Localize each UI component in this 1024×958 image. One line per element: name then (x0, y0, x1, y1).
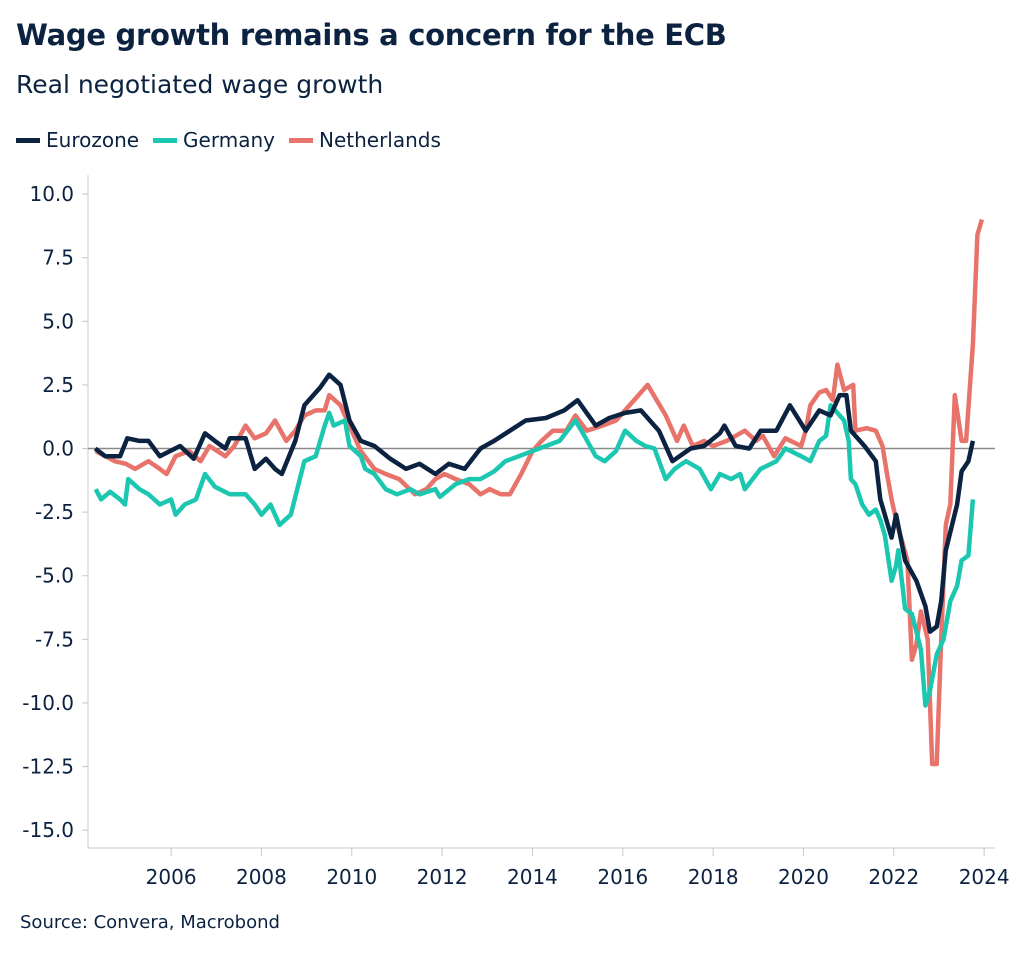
x-tick-label: 2010 (326, 865, 377, 889)
x-tick-label: 2018 (688, 865, 739, 889)
chart-title: Wage growth remains a concern for the EC… (16, 18, 727, 52)
y-tick-label: 10.0 (29, 182, 74, 206)
y-tick-label: -5.0 (35, 564, 74, 588)
x-tick-label: 2024 (959, 865, 1010, 889)
legend-label: Eurozone (46, 128, 140, 152)
legend-item-germany: Germany (153, 128, 275, 152)
y-tick-label: -2.5 (35, 500, 74, 524)
x-tick-label: 2016 (597, 865, 648, 889)
y-tick-label: -15.0 (22, 818, 74, 842)
x-tick-label: 2008 (236, 865, 287, 889)
legend-label: Germany (183, 128, 275, 152)
y-tick-label: -7.5 (35, 627, 74, 651)
y-tick-label: 2.5 (42, 373, 74, 397)
x-tick-label: 2006 (146, 865, 197, 889)
y-tick-label: -12.5 (22, 755, 74, 779)
series-line-eurozone (93, 372, 976, 634)
legend-swatch (153, 137, 178, 143)
source-note: Source: Convera, Macrobond (20, 912, 280, 933)
legend-label: Netherlands (318, 128, 441, 152)
legend-swatch (288, 137, 313, 143)
x-tick-label: 2022 (868, 865, 919, 889)
legend-swatch (16, 137, 40, 143)
legend-item-netherlands: Netherlands (288, 128, 441, 152)
x-tick-label: 2012 (417, 865, 468, 889)
legend: Eurozone Germany Netherlands (16, 128, 441, 152)
y-tick-label: 5.0 (42, 309, 74, 333)
legend-item-eurozone: Eurozone (16, 128, 139, 152)
y-tick-label: 7.5 (42, 246, 74, 270)
chart-subtitle: Real negotiated wage growth (16, 70, 384, 99)
y-tick-label: 0.0 (42, 437, 74, 461)
x-tick-label: 2014 (507, 865, 558, 889)
y-tick-label: -10.0 (22, 691, 74, 715)
x-tick-label: 2020 (778, 865, 829, 889)
series-line-germany (93, 403, 976, 708)
